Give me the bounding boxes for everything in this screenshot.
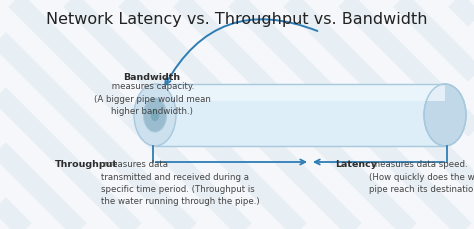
- Ellipse shape: [424, 84, 466, 146]
- Ellipse shape: [144, 98, 166, 132]
- FancyBboxPatch shape: [155, 84, 445, 101]
- Text: measures capacity.
(A bigger pipe would mean
higher bandwidth.): measures capacity. (A bigger pipe would …: [93, 82, 210, 116]
- Text: measures data
transmitted and received during a
specific time period. (Throughpu: measures data transmitted and received d…: [101, 160, 260, 207]
- Text: measures data speed.
(How quickly does the water in the
pipe reach its destinati: measures data speed. (How quickly does t…: [369, 160, 474, 194]
- Text: Network Latency vs. Throughput vs. Bandwidth: Network Latency vs. Throughput vs. Bandw…: [46, 12, 428, 27]
- Text: Throughput: Throughput: [55, 160, 118, 169]
- FancyBboxPatch shape: [155, 84, 445, 146]
- Text: Bandwidth: Bandwidth: [123, 73, 181, 82]
- Text: Latency: Latency: [335, 160, 377, 169]
- Ellipse shape: [134, 84, 176, 146]
- Ellipse shape: [151, 109, 159, 121]
